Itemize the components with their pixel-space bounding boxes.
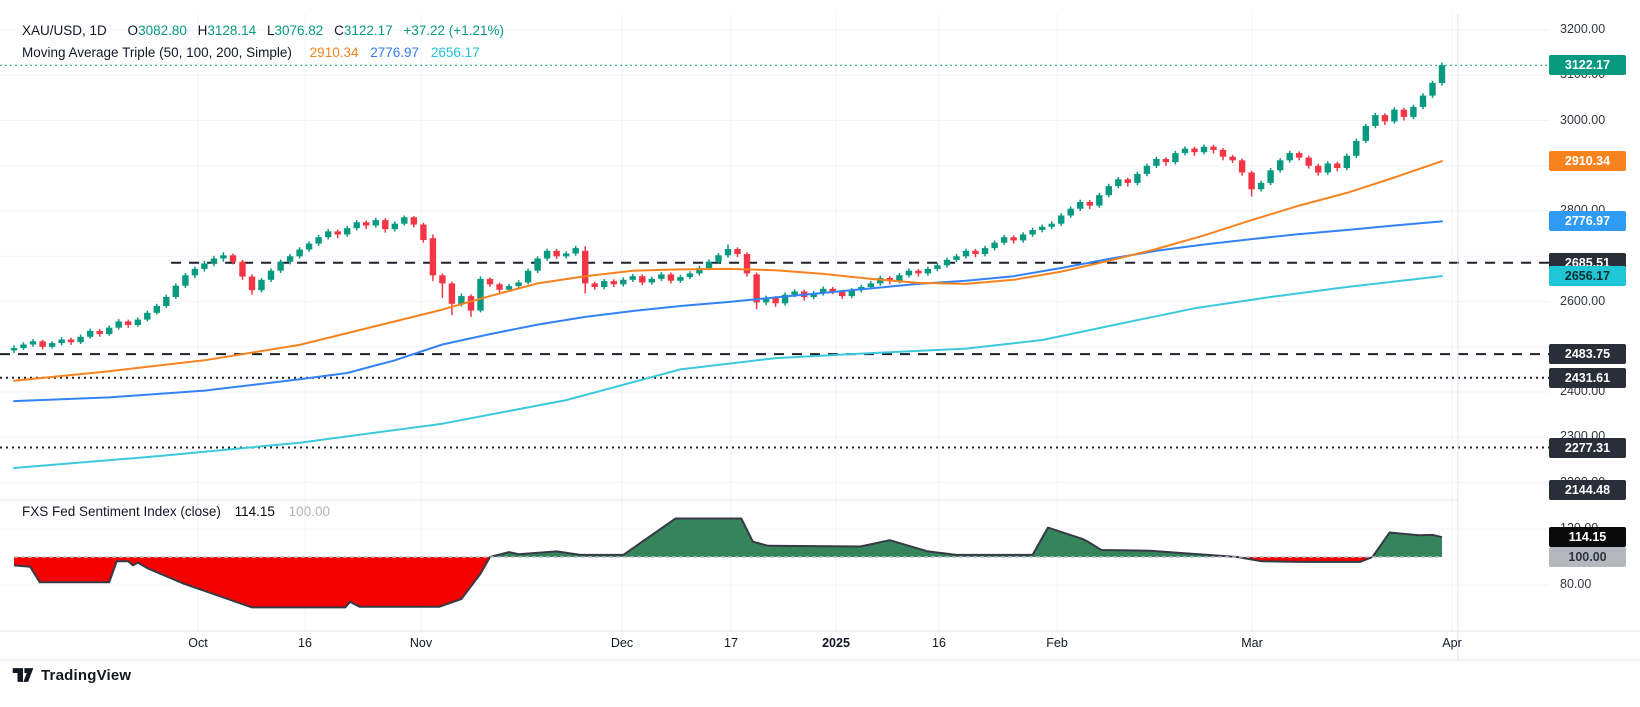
- open-value: 3082.80: [138, 23, 187, 38]
- time-tick-label: Apr: [1442, 636, 1462, 650]
- time-tick-label: Mar: [1241, 636, 1263, 650]
- sentiment-area-positive: [490, 518, 1238, 557]
- ma100-line: [13, 220, 1443, 403]
- price-level-badge: 2431.61: [1549, 367, 1626, 388]
- time-tick-label: Oct: [188, 636, 208, 650]
- ma-legend-row[interactable]: Moving Average Triple (50, 100, 200, Sim…: [22, 42, 504, 64]
- high-value: 3128.14: [207, 23, 257, 38]
- time-tick-label: 17: [724, 636, 738, 650]
- sentiment-line: [13, 517, 1443, 609]
- low-value: 3076.82: [274, 23, 324, 38]
- tradingview-icon: [12, 668, 34, 682]
- ma100-value: 2776.97: [370, 45, 420, 60]
- ma50-value: 2910.34: [309, 45, 359, 60]
- sentiment-value: 114.15: [234, 504, 275, 519]
- symbol-legend-row[interactable]: XAU/USD, 1D O3082.80 H3128.14 L3076.82 C…: [22, 20, 504, 42]
- price-level-badge: 2910.34: [1549, 151, 1626, 172]
- price-level-badge: 2656.17: [1549, 266, 1626, 287]
- high-label: H: [197, 23, 208, 38]
- sentiment-legend-row[interactable]: FXS Fed Sentiment Index (close) 114.15 1…: [22, 504, 330, 519]
- sentiment-area-negative: [14, 557, 490, 608]
- tradingview-logo-text: TradingView: [41, 666, 132, 684]
- indicator-title: Moving Average Triple (50, 100, 200, Sim…: [22, 45, 292, 60]
- change-value: +37.22 (+1.21%): [403, 23, 504, 38]
- time-tick-label: 16: [932, 636, 946, 650]
- ma50-line: [13, 160, 1443, 382]
- indicator-level-badge: 114.15: [1549, 527, 1626, 548]
- time-tick-label: Nov: [409, 636, 433, 650]
- time-tick-label: Feb: [1046, 636, 1068, 650]
- candlestick-series: [10, 62, 1446, 354]
- time-tick-label: Dec: [610, 636, 634, 650]
- price-level-badge: 2144.48: [1549, 480, 1626, 500]
- sentiment-area-positive: [1372, 532, 1442, 557]
- sentiment-title: FXS Fed Sentiment Index (close): [22, 504, 221, 519]
- ma200-line: [13, 275, 1443, 469]
- indicator-level-badge: 100.00: [1549, 547, 1626, 567]
- price-level-badge: 2483.75: [1549, 344, 1626, 365]
- sentiment-baseline-value: 100.00: [288, 504, 330, 519]
- legend: XAU/USD, 1D O3082.80 H3128.14 L3076.82 C…: [22, 20, 504, 64]
- price-level-badge: 3122.17: [1549, 55, 1626, 76]
- close-label: C: [334, 23, 344, 38]
- price-tick-label: 3200.00: [1560, 22, 1606, 36]
- symbol-title: XAU/USD, 1D: [22, 23, 107, 38]
- close-value: 3122.17: [343, 23, 393, 38]
- tradingview-logo[interactable]: TradingView: [12, 664, 131, 686]
- ma200-value: 2656.17: [430, 45, 480, 60]
- open-label: O: [127, 23, 139, 38]
- low-label: L: [266, 23, 275, 38]
- indicator-tick-label: 80.00: [1560, 577, 1592, 591]
- price-level-badge: 2776.97: [1549, 211, 1626, 232]
- price-tick-label: 2600.00: [1560, 293, 1606, 308]
- time-tick-label: 16: [298, 636, 312, 650]
- price-tick-label: 3000.00: [1560, 112, 1606, 127]
- time-tick-label: 2025: [822, 636, 850, 650]
- price-level-badge: 2277.31: [1549, 437, 1626, 458]
